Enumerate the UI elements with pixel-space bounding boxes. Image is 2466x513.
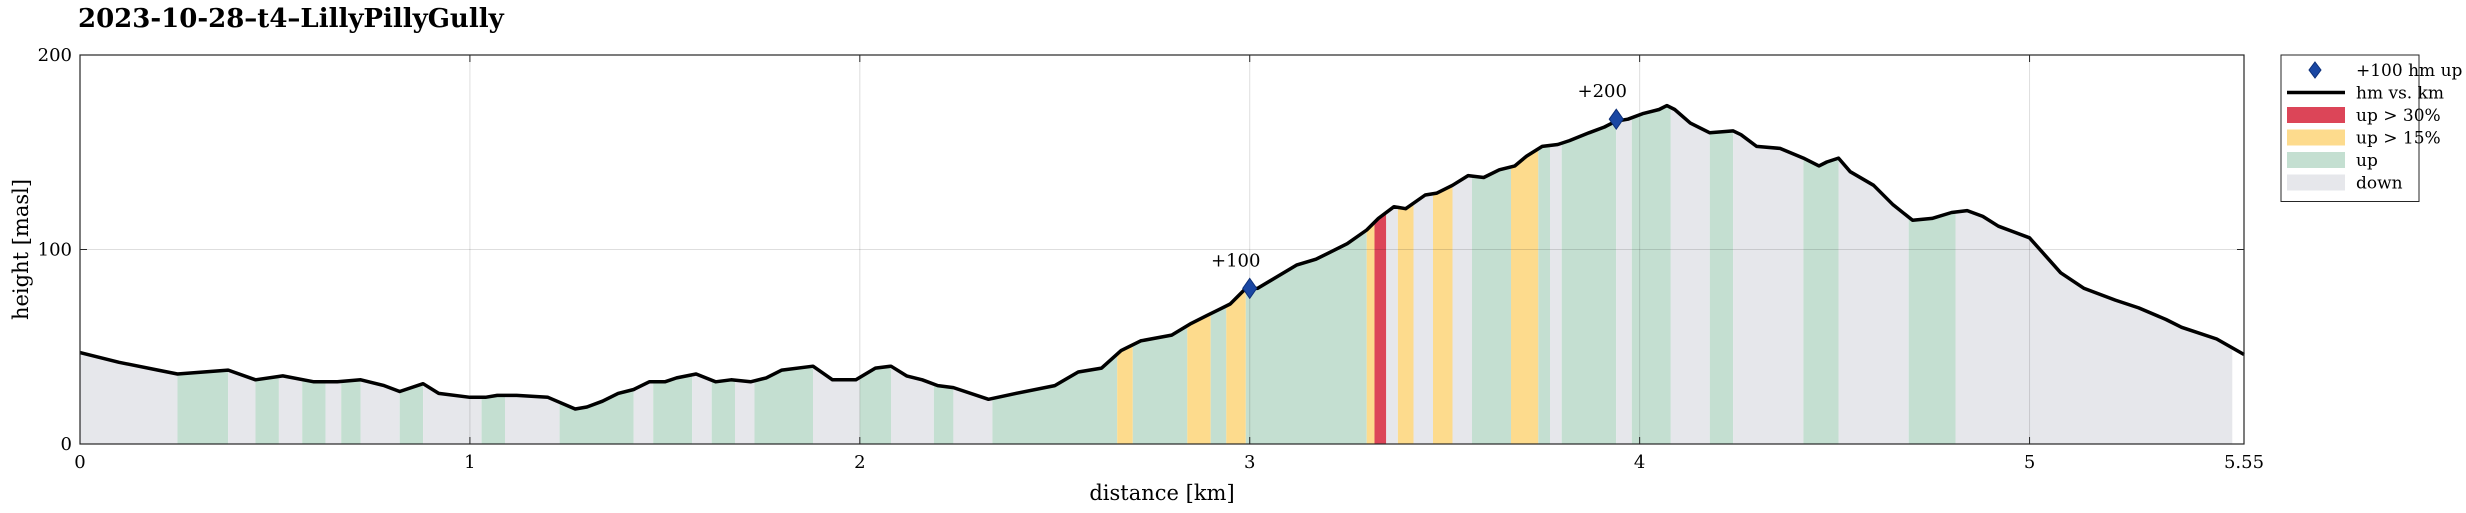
x-tick-label: 0 <box>74 452 85 473</box>
band-down <box>1452 175 1472 444</box>
band-up <box>302 379 326 444</box>
marker-layer: +100 +200 <box>1211 81 1627 300</box>
band-down <box>813 366 860 444</box>
band-up <box>711 379 735 444</box>
band-up <box>481 395 505 444</box>
x-tick-label: 2 <box>854 452 865 473</box>
legend-item-mod: up > 15% <box>2287 129 2441 149</box>
legend-swatch <box>2287 174 2345 191</box>
band-down <box>80 352 178 444</box>
legend-label: +100 hm up <box>2356 61 2463 81</box>
band-down <box>423 383 482 444</box>
band-mod <box>1397 203 1414 444</box>
y-tick-label: 200 <box>38 45 72 66</box>
climb-marker <box>1608 108 1624 131</box>
legend-swatch <box>2287 152 2345 168</box>
band-steep <box>1374 212 1387 444</box>
band-up <box>1803 158 1839 444</box>
band-up <box>1561 121 1617 444</box>
legend-swatch <box>2287 129 2345 146</box>
band-up <box>754 366 813 444</box>
legend-item-down: down <box>2287 174 2403 194</box>
x-tick-label: 4 <box>1634 452 1645 473</box>
band-down <box>278 375 303 444</box>
x-tick-label: 5 <box>2024 452 2035 473</box>
band-down <box>1550 143 1562 444</box>
y-axis-label: height [masl] <box>9 179 33 320</box>
marker-label: +100 <box>1211 250 1260 271</box>
band-up <box>559 389 634 444</box>
legend-label: up > 30% <box>2356 106 2441 126</box>
band-mod <box>1511 148 1539 445</box>
band-up <box>933 384 954 444</box>
band-up <box>1472 166 1511 445</box>
legend-label: up <box>2356 151 2378 171</box>
legend-item-line: hm vs. km <box>2287 84 2444 104</box>
y-tick-label: 0 <box>61 434 72 455</box>
band-down <box>325 381 342 444</box>
band-up <box>653 374 693 444</box>
band-mod <box>1366 222 1375 444</box>
legend-swatch <box>2287 107 2345 123</box>
band-down <box>1670 107 1710 444</box>
band-up <box>255 376 279 444</box>
band-down <box>360 379 400 444</box>
profile-line <box>79 103 2245 411</box>
band-up <box>1709 130 1734 444</box>
band-mod <box>1117 344 1133 444</box>
band-up <box>1538 145 1550 444</box>
band-down <box>1955 210 2233 444</box>
climb-marker <box>1242 277 1258 300</box>
band-up <box>859 366 891 444</box>
band-down <box>1733 130 1804 444</box>
band-down <box>1386 206 1398 444</box>
legend-label: hm vs. km <box>2356 84 2444 104</box>
marker-label: +200 <box>1578 81 1627 102</box>
band-down <box>1616 117 1632 444</box>
band-up <box>992 354 1118 444</box>
line-layer <box>79 103 2245 411</box>
band-down <box>1413 193 1433 444</box>
band-up <box>1210 305 1227 444</box>
band-mod <box>1187 313 1211 444</box>
band-down <box>505 395 560 444</box>
legend-item-marker: +100 hm up <box>2308 61 2463 81</box>
band-down <box>891 366 934 444</box>
band-up <box>1908 212 1956 444</box>
band-down <box>633 381 654 444</box>
legend-item-up: up <box>2287 151 2378 171</box>
legend-item-steep: up > 30% <box>2287 106 2441 126</box>
legend-label: down <box>2356 174 2403 194</box>
band-up <box>399 383 424 444</box>
band-down <box>692 374 712 444</box>
band-down <box>228 370 256 444</box>
x-tick-label: 3 <box>1244 452 1255 473</box>
x-tick-label: 1 <box>464 452 475 473</box>
legend-marker-icon <box>2308 61 2322 79</box>
band-down <box>735 380 755 444</box>
band-up <box>341 379 361 444</box>
band-up <box>1245 230 1367 444</box>
tick-layer: 0 1 2 3 4 5 5.55 0 100 200 <box>38 45 2264 473</box>
y-tick-label: 100 <box>38 240 72 261</box>
x-axis-label: distance [km] <box>1089 481 1234 505</box>
band-up <box>1132 325 1188 444</box>
chart-title: 2023-10-28–t4–LillyPillyGully <box>78 4 504 34</box>
band-down <box>953 387 993 444</box>
band-layer <box>80 105 2233 445</box>
band-mod <box>1433 185 1453 445</box>
x-tick-label: 5.55 <box>2224 452 2264 473</box>
band-mod <box>1226 288 1246 444</box>
band-up <box>177 370 229 444</box>
band-down <box>1838 158 1909 444</box>
band-up <box>1631 105 1671 444</box>
legend-label: up > 15% <box>2356 129 2441 149</box>
